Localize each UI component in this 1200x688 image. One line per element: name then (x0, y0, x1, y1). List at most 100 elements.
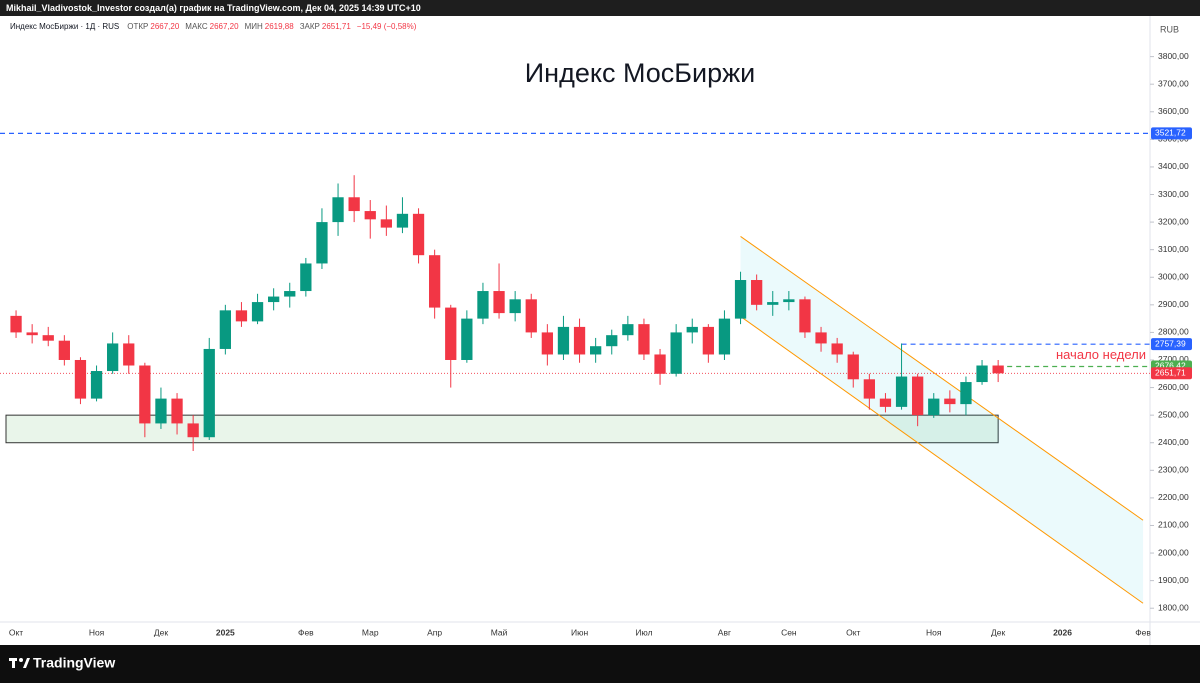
y-tick-label: 3700,00 (1158, 78, 1189, 88)
x-tick-label: Ноя (89, 627, 105, 637)
legend-value: 2667,20 (150, 22, 179, 31)
candle-body (654, 354, 666, 374)
y-tick-label: 2000,00 (1158, 547, 1189, 557)
tv-logo (9, 658, 30, 668)
legend-value: 2651,71 (322, 22, 351, 31)
x-tick-label: Фев (1135, 627, 1151, 637)
x-tick-label: Апр (427, 627, 442, 637)
y-tick-label: 2600,00 (1158, 382, 1189, 392)
candle-body (90, 371, 103, 399)
candle-body (316, 222, 328, 264)
candle-body (493, 291, 505, 314)
candle-body (445, 307, 457, 360)
logo-shape (19, 658, 23, 662)
price-label: 2651,71 (1155, 368, 1186, 378)
candle-body (219, 310, 231, 349)
support-zone (5, 414, 999, 444)
candle-body (718, 318, 731, 355)
candle-body (58, 340, 70, 360)
candle-body (622, 324, 634, 336)
candle-body (831, 343, 843, 355)
y-tick-label: 3200,00 (1158, 216, 1189, 226)
candle-body (606, 335, 618, 347)
candle-body (10, 315, 22, 333)
level-note: начало недели (1056, 347, 1146, 362)
candle-body (879, 398, 892, 407)
candle-body (26, 332, 38, 336)
y-tick-label: 2300,00 (1158, 465, 1189, 475)
candle-body (429, 255, 441, 308)
x-tick-label: Окт (846, 627, 860, 637)
candle-body (895, 376, 908, 407)
currency: RUB (1160, 24, 1179, 34)
y-tick-label: 2400,00 (1158, 437, 1189, 447)
y-tick-label: 3400,00 (1158, 161, 1189, 171)
candle-body (863, 379, 875, 399)
footer-bar (0, 645, 1200, 683)
candle-body (251, 302, 264, 322)
y-tick-label: 3000,00 (1158, 272, 1189, 282)
x-tick-label: Фев (298, 627, 314, 637)
legend-label: ОТКР (127, 22, 148, 31)
candle-body (847, 354, 859, 380)
y-tick-label: 3800,00 (1158, 51, 1189, 61)
x-tick-label: Июл (635, 627, 652, 637)
x-tick-label: Ноя (926, 627, 942, 637)
candle-body (396, 213, 409, 228)
x-tick-label: Дек (154, 627, 168, 637)
candle-body (332, 197, 344, 223)
candle-body (155, 398, 167, 424)
y-tick-label: 2900,00 (1158, 299, 1189, 309)
candle-body (380, 219, 392, 228)
y-tick-label: 3600,00 (1158, 106, 1189, 116)
candle-body (509, 299, 521, 314)
candle-body (171, 398, 183, 424)
candle-body (912, 376, 924, 416)
candle-body (960, 382, 972, 405)
candle-body (123, 343, 135, 366)
candle-body (461, 318, 473, 360)
candle-body (799, 299, 811, 333)
y-tick-label: 2700,00 (1158, 354, 1189, 364)
header-bar (0, 0, 1200, 16)
x-tick-label: Июн (571, 627, 588, 637)
logo-shape (23, 658, 30, 668)
x-tick-label: Май (491, 627, 508, 637)
channel-fill (740, 236, 1144, 604)
price-label: 2676,42 (1155, 361, 1186, 371)
candle-body (670, 332, 682, 374)
legend-change: −15,49 (−0,58%) (357, 22, 417, 31)
candle-body (590, 346, 602, 355)
x-tick-label: Сен (781, 627, 797, 637)
candle-body (235, 310, 248, 322)
candle-body (992, 365, 1004, 374)
y-tick-label: 2100,00 (1158, 520, 1189, 530)
candle-body (412, 213, 425, 256)
candle-body (944, 398, 956, 405)
price-label-box (1151, 367, 1192, 380)
candle-body (284, 291, 296, 297)
legend-symbol: Индекс МосБиржи · 1Д · RUS (10, 22, 119, 31)
candle-body (348, 197, 360, 212)
candle-body (139, 365, 151, 424)
x-tick-label: 2025 (216, 627, 235, 637)
legend-value: 2667,20 (210, 22, 239, 31)
candle-body (783, 299, 795, 303)
x-tick-label: 2026 (1053, 627, 1072, 637)
candle-body (364, 211, 376, 220)
y-tick-label: 1800,00 (1158, 602, 1189, 612)
y-tick-label: 3100,00 (1158, 244, 1189, 254)
candle-body (976, 365, 988, 383)
candle-body (203, 348, 215, 438)
y-tick-label: 2800,00 (1158, 327, 1189, 337)
header-text: Mikhail_Vladivostok_Investor создал(а) г… (6, 3, 421, 13)
candle-body (751, 280, 763, 305)
price-label: 3521,72 (1155, 128, 1186, 138)
candle-body (107, 343, 119, 372)
y-tick-label: 1900,00 (1158, 575, 1189, 585)
price-label-box (1151, 338, 1192, 351)
y-tick-label: 3300,00 (1158, 189, 1189, 199)
candle-body (767, 302, 779, 305)
legend-value: 2619,88 (265, 22, 294, 31)
